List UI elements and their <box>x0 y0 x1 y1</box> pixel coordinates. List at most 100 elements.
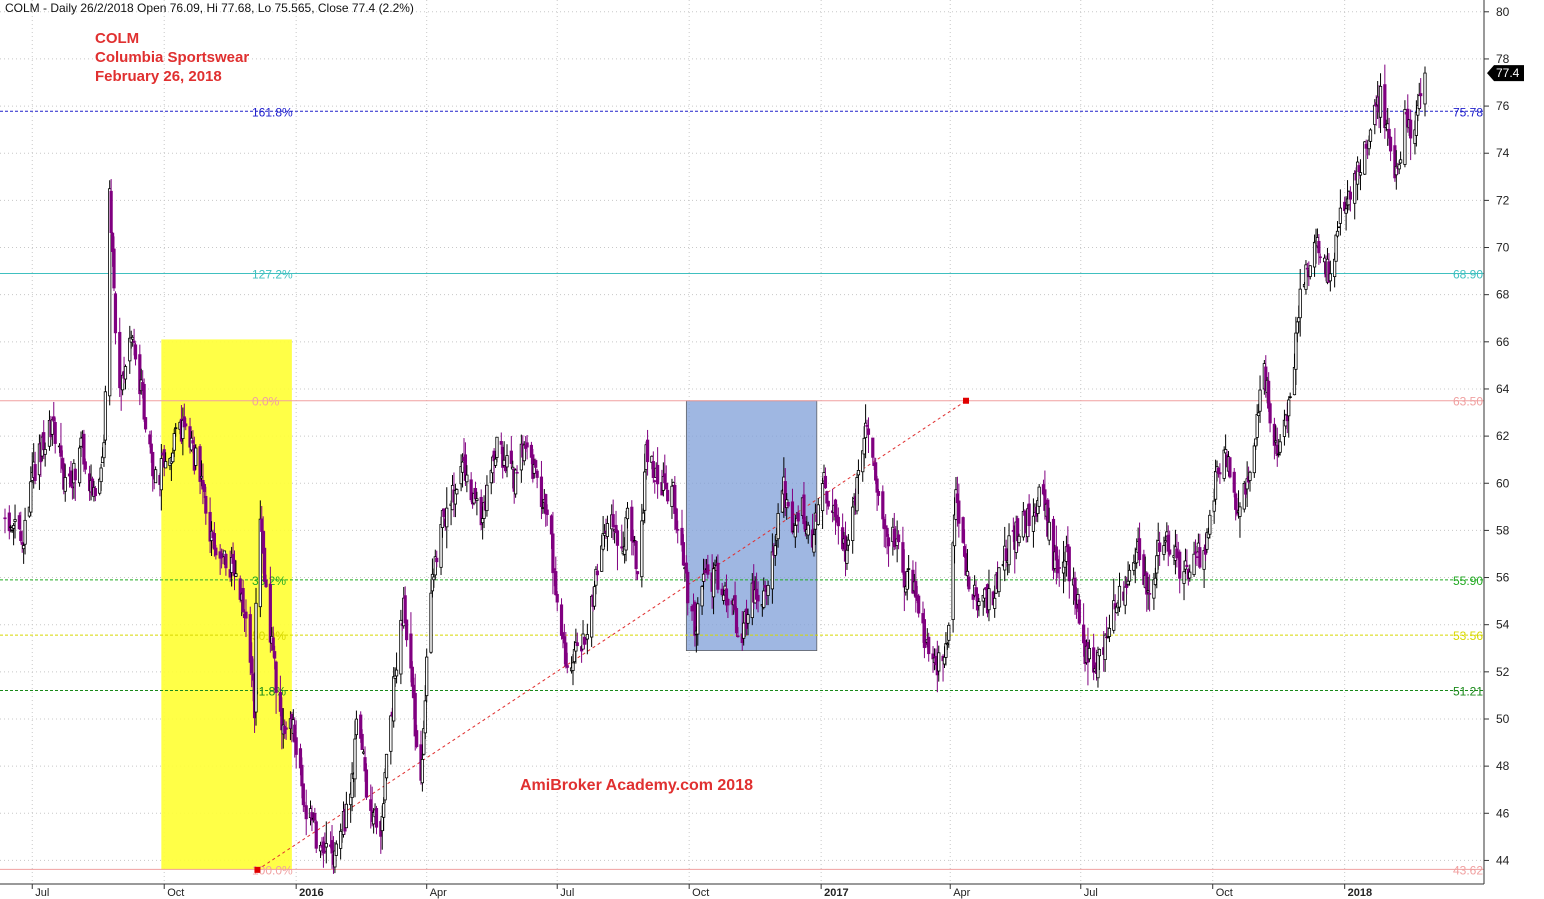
candle-body <box>1399 159 1403 164</box>
candle-body <box>554 571 558 596</box>
candle-body <box>1305 267 1309 270</box>
candle-body <box>1193 551 1198 554</box>
y-tick-label: 66 <box>1496 335 1510 349</box>
candle-body <box>374 807 379 828</box>
candle-body <box>1054 546 1058 561</box>
candle-body <box>1255 414 1259 438</box>
x-tick-label: 2016 <box>299 887 323 899</box>
candle-body <box>635 571 640 575</box>
fib-level-price: 68.90 <box>1453 267 1483 281</box>
last-price-tag-bg <box>1487 65 1524 82</box>
candle-body <box>886 537 891 547</box>
candle-body <box>1178 551 1182 579</box>
candle-body <box>1317 240 1321 254</box>
x-tick-label: Apr <box>953 887 970 899</box>
y-tick-label: 54 <box>1496 618 1510 632</box>
candle-body <box>653 480 657 482</box>
candle-body <box>323 850 327 853</box>
candle-body <box>1358 172 1363 176</box>
candle-body <box>113 293 118 334</box>
candle-body <box>1373 104 1377 125</box>
candle-body <box>534 460 538 468</box>
candle-body <box>686 571 690 604</box>
candle-body <box>22 545 26 550</box>
candle-body <box>551 533 555 574</box>
candle-body <box>722 594 726 601</box>
candle-body <box>592 586 597 607</box>
candle-body <box>1092 647 1096 673</box>
candle-body <box>1127 569 1132 582</box>
candle-body <box>615 530 620 546</box>
candle-body <box>997 567 1001 593</box>
candle-body <box>559 604 564 636</box>
candle-body <box>1363 141 1367 175</box>
candle-body <box>793 525 797 538</box>
candle-body <box>1397 164 1401 170</box>
trend-line-layer <box>254 397 970 873</box>
candle-body <box>1278 441 1282 453</box>
candle-body <box>1188 571 1192 579</box>
candle-body <box>17 515 21 530</box>
candle-body <box>851 506 855 541</box>
candle-body <box>69 470 73 487</box>
candle-body <box>403 595 407 624</box>
candle-body <box>83 461 87 470</box>
candle-body <box>585 634 589 640</box>
candle-body <box>1234 493 1238 510</box>
candle-body <box>1334 234 1338 262</box>
candle-body <box>1224 449 1228 454</box>
candle-body <box>656 464 660 485</box>
candle-body <box>99 467 103 483</box>
candle-body <box>965 570 970 577</box>
candle-body <box>876 491 881 496</box>
candle-body <box>605 523 610 537</box>
x-tick-label: Jul <box>1084 887 1098 899</box>
candle-body <box>773 545 777 556</box>
candle-body <box>502 459 506 466</box>
candle-body <box>1087 647 1091 660</box>
candle-body <box>726 598 730 606</box>
candle-body <box>1414 112 1418 136</box>
grid-layer <box>0 0 1484 884</box>
candle-body <box>640 520 644 578</box>
candle-body <box>812 534 816 553</box>
candle-body <box>1126 580 1130 585</box>
candle-body <box>716 562 720 590</box>
candle-body <box>776 513 780 540</box>
candle-body <box>1308 265 1312 277</box>
candle-body <box>405 619 409 641</box>
candle-body <box>871 437 875 458</box>
candle-body <box>380 815 384 832</box>
trend-start-point <box>254 866 261 873</box>
candle-body <box>907 568 911 570</box>
candle-body <box>118 331 122 389</box>
candle-body <box>495 436 499 458</box>
candle-body <box>304 805 308 820</box>
candle-body <box>539 476 544 508</box>
candle-body <box>1047 521 1051 541</box>
candle-body <box>1051 518 1056 571</box>
candle-body <box>701 573 706 582</box>
y-tick-label: 44 <box>1496 853 1510 867</box>
candle-body <box>1212 500 1216 512</box>
candle-body <box>264 579 268 588</box>
candle-body <box>951 542 955 620</box>
candle-body <box>720 588 724 596</box>
candle-body <box>855 477 859 512</box>
x-tick-label: 2018 <box>1348 887 1372 899</box>
candle-body <box>856 470 861 476</box>
candle-body <box>258 518 262 608</box>
candle-body <box>254 602 258 713</box>
x-tick-label: Jul <box>35 887 49 899</box>
candle-body <box>63 477 67 492</box>
x-tick-label: Oct <box>692 887 709 899</box>
candle-body <box>1297 317 1301 323</box>
candle-body <box>389 715 393 752</box>
candle-body <box>202 484 206 493</box>
chart-title: COLM Columbia Sportswear February 26, 20… <box>95 30 249 85</box>
candle-body <box>545 509 549 515</box>
candle-body <box>942 656 947 665</box>
candle-body <box>103 391 108 441</box>
candle-body <box>102 442 106 459</box>
